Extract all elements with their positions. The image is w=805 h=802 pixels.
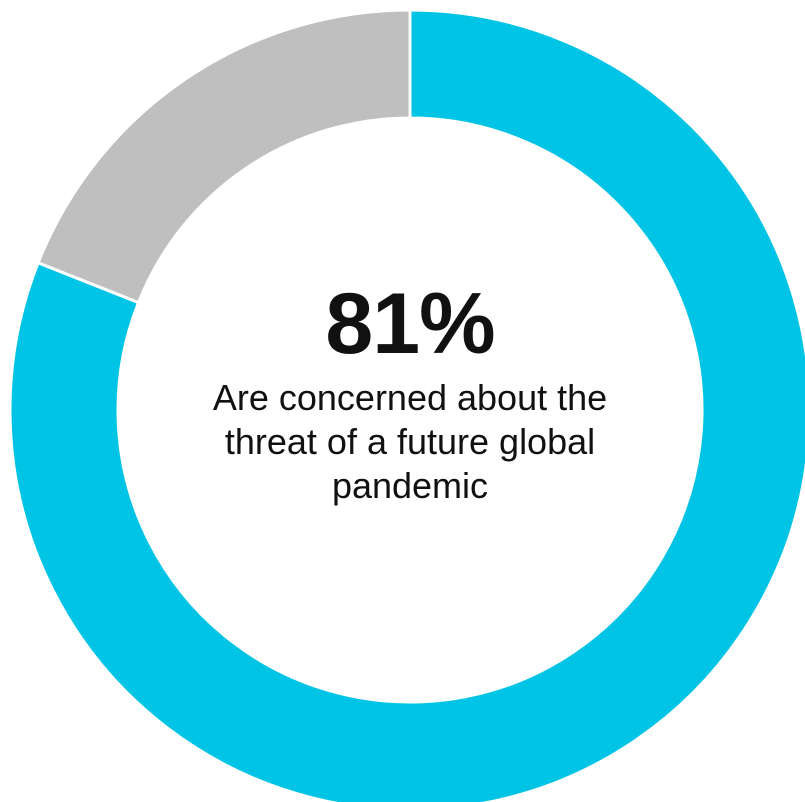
caption-line-3: pandemic (331, 465, 489, 506)
center-percentage: 81% (325, 276, 495, 372)
donut-slice-remainder (36, 8, 412, 305)
caption-line-2: threat of a future global (224, 421, 596, 462)
donut-slice-concerned (8, 8, 805, 802)
caption-line-1: Are concerned about the (212, 377, 608, 418)
chart-center-label: 81% Are concerned about the threat of a … (150, 278, 670, 508)
center-caption: Are concerned about the threat of a futu… (150, 376, 670, 508)
